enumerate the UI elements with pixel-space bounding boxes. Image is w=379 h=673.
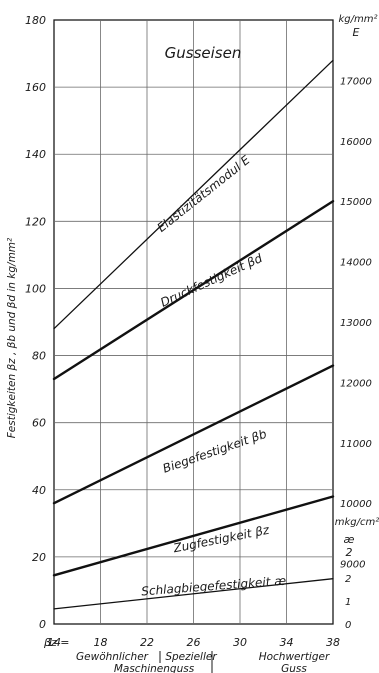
y-tick-label-40: 40: [32, 484, 46, 497]
right-e-tick-label-17000: 17000: [340, 76, 372, 87]
right-e-tick-label-11000: 11000: [340, 439, 372, 450]
right-ae-tick-label-1: 1: [345, 597, 351, 608]
right-axis-e-unit: kg/mm²: [339, 14, 378, 25]
series-label-bending: Biegefestigkeit βb: [161, 427, 269, 476]
right-e-tick-label-10000: 10000: [340, 499, 372, 510]
x-tick-label-34: 34: [280, 636, 294, 649]
y-tick-label-140: 140: [25, 148, 46, 161]
grid: [53, 19, 334, 625]
right-e-tick-label-16000: 16000: [340, 137, 372, 148]
y-axis-label: Festigkeiten βz , βb und βd in kg/mm²: [6, 237, 18, 438]
x-tick-label-22: 22: [140, 636, 154, 649]
x-axis-prefix: βz =: [43, 636, 70, 649]
y-tick-label-0: 0: [39, 618, 46, 631]
y-tick-label-60: 60: [32, 417, 46, 430]
series-line-tensile: [52, 495, 335, 577]
band-ordinary-line2: Maschinenguss: [114, 663, 195, 673]
right-e-tick-label-9000: 9000: [340, 560, 365, 571]
y-tick-label-20: 20: [32, 551, 46, 564]
series-line-bending: [52, 364, 335, 505]
x-tick-label-26: 26: [187, 636, 201, 649]
x-tick-label-18: 18: [94, 636, 108, 649]
series-label-e-modulus: Elastizitätsmodul E: [154, 153, 252, 235]
band-special-line1: Spezieller: [165, 651, 217, 663]
band-highgrade-line1: Hochwertiger: [259, 651, 330, 663]
series-lines: [52, 59, 335, 610]
y-tick-label-120: 120: [25, 215, 46, 228]
right-ae-tick-label-0: 0: [345, 620, 351, 631]
series-label-impact: Schlagbiegefestigkeit æ: [141, 574, 287, 599]
band-ordinary-line1: Gewöhnlicher: [76, 651, 149, 663]
right-axis-ae-label-sub: 2: [346, 546, 353, 559]
right-e-tick-label-14000: 14000: [340, 258, 372, 269]
chart-title: Gusseisen: [165, 44, 242, 62]
y-tick-label-160: 160: [25, 81, 46, 94]
series-line-impact: [53, 578, 334, 610]
right-axis-ae-label: æ: [344, 533, 355, 546]
series-label-compressive: Druckfestigkeit βd: [158, 251, 264, 310]
series-line-e-modulus: [53, 59, 334, 330]
right-e-tick-label-15000: 15000: [340, 197, 372, 208]
y-tick-label-100: 100: [25, 282, 46, 295]
right-ae-tick-label-2: 2: [345, 574, 351, 585]
x-tick-label-38: 38: [326, 636, 340, 649]
y-tick-label-180: 180: [25, 14, 46, 27]
series-line-compressive: [52, 199, 335, 381]
x-tick-label-14: 14: [47, 636, 61, 649]
y-tick-label-80: 80: [32, 350, 46, 363]
x-tick-label-30: 30: [233, 636, 247, 649]
band-highgrade-line2: Guss: [281, 663, 307, 673]
right-axis-e-label: E: [353, 26, 360, 39]
right-axis-ae-unit: mkg/cm²: [335, 517, 379, 528]
right-e-tick-label-13000: 13000: [340, 318, 372, 329]
right-e-tick-label-12000: 12000: [340, 378, 372, 389]
